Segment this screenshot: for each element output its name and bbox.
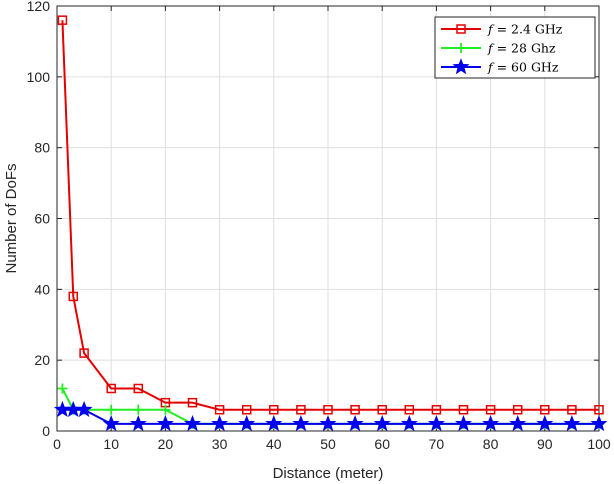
legend-label-value: = 28 Ghz (493, 41, 556, 56)
series-line (61, 20, 599, 411)
y-tick-label: 100 (27, 69, 51, 85)
data-point-square-marker (540, 405, 550, 415)
x-tick-label: 20 (158, 436, 174, 452)
data-point-star-marker (482, 415, 500, 432)
legend-label-value: = 60 GHz (493, 60, 559, 75)
data-point-star-marker (238, 415, 256, 432)
x-tick-label: 90 (537, 436, 553, 452)
legend-label: f = 2.4 GHz (487, 22, 563, 37)
data-point-star-marker (211, 415, 229, 432)
data-point-star-marker (373, 415, 391, 432)
data-point-star-marker (265, 415, 283, 432)
legend-label-variable: f (487, 41, 495, 56)
data-point-star-marker (590, 415, 608, 432)
data-point-square-marker (431, 405, 442, 415)
data-point-square-marker (68, 291, 79, 302)
data-point-square-marker (57, 15, 68, 25)
data-point-star-marker (427, 415, 445, 432)
x-tick-label: 30 (212, 436, 228, 452)
data-point-square-marker (456, 24, 466, 34)
data-point-square-marker (133, 383, 144, 394)
x-tick-label: 60 (374, 436, 390, 452)
data-point-square-marker (485, 405, 496, 415)
y-tick-label: 0 (42, 423, 50, 439)
data-point-square-marker (323, 405, 333, 415)
data-point-star-marker (184, 415, 201, 432)
legend-label-variable: f (487, 60, 495, 75)
data-point-square-marker (214, 405, 225, 415)
data-point-square-marker (594, 405, 604, 415)
y-tick-label: 80 (34, 140, 50, 156)
legend-label: f = 28 Ghz (487, 41, 556, 56)
data-point-star-marker (563, 415, 581, 432)
data-point-star-marker (75, 400, 93, 417)
x-tick-label: 100 (587, 436, 611, 452)
y-tick-label: 60 (34, 211, 50, 227)
y-tick-label: 40 (34, 281, 50, 297)
data-point-square-marker (187, 397, 198, 408)
data-point-square-marker (512, 405, 523, 415)
data-point-square-marker (458, 405, 469, 415)
data-point-plus-marker (106, 404, 117, 415)
x-tick-label: 0 (53, 436, 61, 452)
legend-entry: f = 2.4 GHz (441, 22, 563, 37)
data-point-square-marker (241, 405, 252, 415)
data-point-star-marker (102, 415, 120, 432)
data-point-square-marker (350, 405, 360, 415)
legend-entry: f = 28 Ghz (441, 41, 556, 56)
y-tick-label: 20 (34, 352, 50, 368)
x-tick-label: 50 (320, 436, 336, 452)
data-point-square-marker (296, 405, 306, 415)
data-point-plus-marker (133, 404, 144, 415)
series-line (62, 408, 599, 425)
data-point-star-marker (319, 415, 337, 432)
data-point-square-marker (567, 405, 577, 415)
y-tick-label: 120 (27, 0, 51, 14)
x-tick-label: 70 (429, 436, 445, 452)
series-3 (53, 400, 608, 432)
data-point-star-marker (509, 415, 527, 432)
legend-label-value: = 2.4 GHz (493, 22, 563, 37)
data-point-star-marker (346, 415, 364, 432)
x-tick-label: 80 (483, 436, 499, 452)
legend-entry: f = 60 GHz (441, 58, 559, 75)
x-tick-label: 10 (103, 436, 119, 452)
data-point-square-marker (404, 405, 415, 415)
data-point-star-marker (129, 415, 147, 432)
x-tick-label: 40 (266, 436, 282, 452)
data-point-star-marker (452, 58, 470, 75)
data-point-star-marker (536, 415, 554, 432)
data-point-square-marker (377, 405, 387, 415)
x-axis-title: Distance (meter) (273, 465, 384, 482)
data-point-star-marker (292, 415, 310, 432)
legend-label: f = 60 GHz (487, 60, 559, 75)
data-point-square-marker (106, 383, 116, 394)
data-point-star-marker (455, 415, 472, 432)
series-group (53, 15, 608, 432)
data-point-star-marker (400, 415, 418, 432)
data-point-plus-marker (57, 383, 68, 394)
data-point-plus-marker (456, 43, 466, 53)
axis-ticks: 0 10 20 30 40 50 60 70 80 90 100 0 20 40 60 80 100 120 (27, 0, 611, 452)
legend-label-variable: f (487, 22, 495, 37)
y-axis-title: Number of DoFs (3, 163, 20, 273)
data-point-square-marker (79, 348, 89, 358)
data-point-plus-marker (160, 404, 171, 415)
data-point-star-marker (156, 415, 174, 432)
data-point-square-marker (269, 405, 279, 415)
